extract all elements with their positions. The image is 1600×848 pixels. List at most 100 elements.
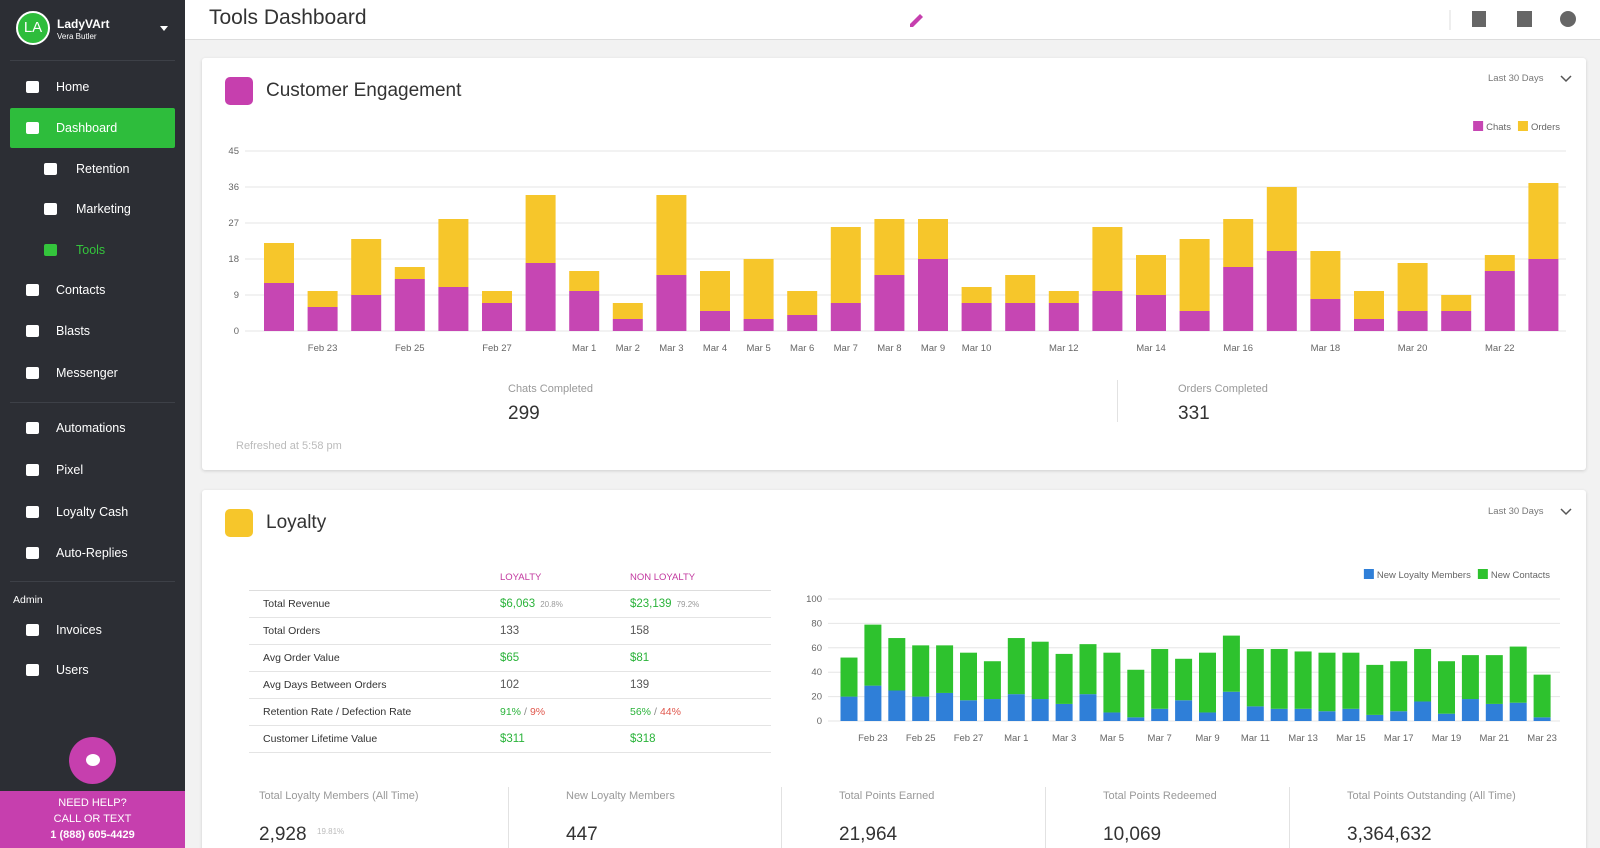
table-row: Total Revenue $6,063 20.8% $23,139 79.2% [249,590,771,618]
table-cell: 56%/44% [629,698,771,726]
menu-label: Tools [76,243,106,257]
help-icon[interactable] [1560,11,1576,27]
cell-value: $6,063 [500,597,536,610]
stat-note: 19.81% [317,827,345,836]
chevron[interactable] [1560,508,1572,516]
stat-label: Orders Completed [1178,383,1268,395]
divider [508,787,509,848]
divider [10,402,175,403]
menu-item[interactable]: Tools [10,230,175,270]
help-phone: 1 (888) 605-4429 [50,829,135,841]
menu-label: Pixel [56,463,84,477]
menu-item[interactable]: Home [10,67,175,107]
cell-value: $23,139 [630,597,672,610]
cell-value: $65 [500,651,520,664]
menu-label: Messenger [56,366,118,380]
help-line: CALL OR TEXT [53,813,132,825]
pen-icon[interactable] [910,14,923,27]
menu-item[interactable]: Blasts [10,311,175,351]
cell-part: 44% [659,705,681,718]
avatar[interactable]: LA [16,11,50,45]
menu-item[interactable]: Auto-Replies [10,533,175,573]
menu-item[interactable]: Automations [10,408,175,448]
menu-label: Retention [76,162,130,176]
stat-label: Chats Completed [508,383,593,395]
stat-label: Total Points Outstanding (All Time) [1347,790,1516,802]
table-cell: $311 [499,725,629,753]
row-label: Total Orders [249,617,499,645]
loyalty-table: LOYALTY NON LOYALTY Total Revenue $6,063 20.… [249,565,771,753]
building-icon[interactable] [1472,11,1486,27]
menu-item[interactable]: Messenger [10,353,175,393]
column-header: LOYALTY [499,565,629,591]
table-cell: 133 [499,617,629,645]
table-cell: $65 [499,644,629,672]
sidebar: LA LadyVArt Vera Butler Home Dashboard R… [0,0,185,848]
table-cell: 158 [629,617,771,645]
stat-value: 331 [1178,403,1210,424]
door-icon[interactable] [1517,11,1532,27]
table-row: Total Orders 133 158 [249,617,771,645]
row-label: Avg Days Between Orders [249,671,499,699]
cell-part: 56% [630,705,652,718]
table-row: Avg Days Between Orders 102 139 [249,671,771,699]
cell-value: 133 [500,624,520,637]
cell-part: / [654,705,657,718]
card-title: Customer Engagement [266,80,462,101]
chevron[interactable] [1560,75,1572,83]
menu-item[interactable]: Contacts [10,270,175,310]
menu-item[interactable]: Invoices [10,610,175,650]
range-select[interactable]: Last 30 Days [1488,73,1544,84]
cell-part: 91% [500,705,522,718]
cell-value: $318 [630,732,656,745]
page-title: Tools Dashboard [209,6,367,29]
top-bar [185,0,1600,40]
cell-value: 139 [630,678,650,691]
range-select[interactable]: Last 30 Days [1488,506,1544,517]
chat-button[interactable] [69,737,116,784]
menu-item[interactable]: Retention [10,149,175,189]
menu-label: Marketing [76,202,131,216]
stat-value: 10,069 [1103,824,1162,845]
section-heading: Admin [13,594,43,606]
header-icons [910,10,1576,30]
menu-label: Loyalty Cash [56,505,129,519]
table-cell: 102 [499,671,629,699]
table-cell: $81 [629,644,771,672]
user-name: LadyVArt [57,17,110,31]
stat-value: 21,964 [839,824,898,845]
refreshed-note: Refreshed at 5:58 pm [236,440,342,452]
menu-item[interactable]: Marketing [10,189,175,229]
stat-label: Total Loyalty Members (All Time) [259,790,419,802]
menu-label: Users [56,663,89,677]
dropdown-caret[interactable] [160,26,168,32]
cell-part: / [524,705,527,718]
table-cell: $6,063 20.8% [499,590,629,618]
menu-item[interactable]: Pixel [10,450,175,490]
menu-item[interactable]: Loyalty Cash [10,492,175,532]
divider [1289,787,1290,848]
stat-value: 2,928 [259,824,307,845]
row-label: Total Revenue [249,590,499,618]
divider [10,60,175,61]
engagement-card [202,58,1586,470]
divider [1045,787,1046,848]
card-icon [225,77,253,105]
card-icon [225,509,253,537]
table-cell: 91%/9% [499,698,629,726]
menu-item[interactable]: Dashboard [10,108,175,148]
card-title: Loyalty [266,512,327,533]
cell-value: $81 [630,651,650,664]
menu-label: Contacts [56,283,106,297]
cell-value: $311 [500,732,525,745]
cell-value: 102 [500,678,520,691]
menu-label: Dashboard [56,121,118,135]
table-cell: $23,139 79.2% [629,590,771,618]
divider [781,787,782,848]
help-line: NEED HELP? [58,797,127,809]
help-banner[interactable]: NEED HELP? CALL OR TEXT 1 (888) 605-4429 [0,791,185,848]
menu-item[interactable]: Users [10,650,175,690]
column-header: NON LOYALTY [629,565,771,591]
menu-label: Automations [56,421,126,435]
